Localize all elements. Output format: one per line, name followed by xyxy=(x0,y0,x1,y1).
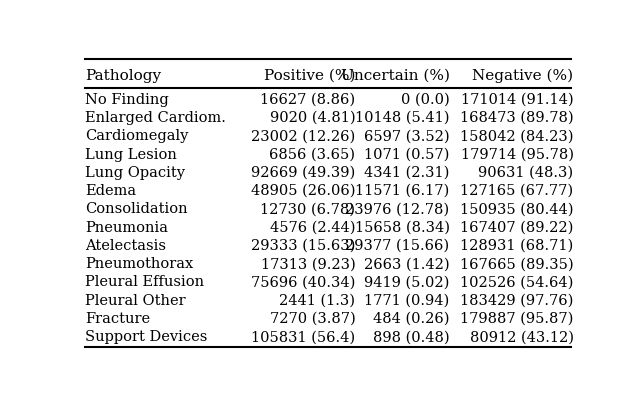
Text: Lung Lesion: Lung Lesion xyxy=(85,148,177,162)
Text: 167407 (89.22): 167407 (89.22) xyxy=(460,220,573,235)
Text: Pleural Other: Pleural Other xyxy=(85,294,186,308)
Text: 16627 (8.86): 16627 (8.86) xyxy=(260,93,355,107)
Text: 1071 (0.57): 1071 (0.57) xyxy=(364,148,449,162)
Text: 158042 (84.23): 158042 (84.23) xyxy=(460,129,573,143)
Text: 90631 (48.3): 90631 (48.3) xyxy=(478,166,573,180)
Text: 48905 (26.06): 48905 (26.06) xyxy=(251,184,355,198)
Text: 10148 (5.41): 10148 (5.41) xyxy=(355,111,449,125)
Text: 168473 (89.78): 168473 (89.78) xyxy=(460,111,573,125)
Text: 7270 (3.87): 7270 (3.87) xyxy=(269,312,355,326)
Text: 15658 (8.34): 15658 (8.34) xyxy=(355,220,449,235)
Text: 1771 (0.94): 1771 (0.94) xyxy=(364,294,449,308)
Text: 75696 (40.34): 75696 (40.34) xyxy=(251,275,355,290)
Text: 183429 (97.76): 183429 (97.76) xyxy=(460,294,573,308)
Text: 127165 (67.77): 127165 (67.77) xyxy=(460,184,573,198)
Text: 4341 (2.31): 4341 (2.31) xyxy=(364,166,449,180)
Text: No Finding: No Finding xyxy=(85,93,169,107)
Text: 11571 (6.17): 11571 (6.17) xyxy=(355,184,449,198)
Text: Cardiomegaly: Cardiomegaly xyxy=(85,129,188,143)
Text: 484 (0.26): 484 (0.26) xyxy=(373,312,449,326)
Text: 0 (0.0): 0 (0.0) xyxy=(401,93,449,107)
Text: 898 (0.48): 898 (0.48) xyxy=(373,330,449,344)
Text: 29377 (15.66): 29377 (15.66) xyxy=(346,239,449,253)
Text: Pneumothorax: Pneumothorax xyxy=(85,257,193,271)
Text: 102526 (54.64): 102526 (54.64) xyxy=(460,275,573,290)
Text: 105831 (56.4): 105831 (56.4) xyxy=(251,330,355,344)
Text: Edema: Edema xyxy=(85,184,136,198)
Text: Positive (%): Positive (%) xyxy=(264,69,355,83)
Text: 9020 (4.81): 9020 (4.81) xyxy=(269,111,355,125)
Text: 167665 (89.35): 167665 (89.35) xyxy=(460,257,573,271)
Text: Pathology: Pathology xyxy=(85,69,161,83)
Text: Enlarged Cardiom.: Enlarged Cardiom. xyxy=(85,111,226,125)
Text: 6597 (3.52): 6597 (3.52) xyxy=(364,129,449,143)
Text: Negative (%): Negative (%) xyxy=(472,69,573,83)
Text: 2441 (1.3): 2441 (1.3) xyxy=(279,294,355,308)
Text: Consolidation: Consolidation xyxy=(85,202,188,216)
Text: Pneumonia: Pneumonia xyxy=(85,220,168,235)
Text: 80912 (43.12): 80912 (43.12) xyxy=(470,330,573,344)
Text: Support Devices: Support Devices xyxy=(85,330,207,344)
Text: Uncertain (%): Uncertain (%) xyxy=(340,69,449,83)
Text: 150935 (80.44): 150935 (80.44) xyxy=(460,202,573,216)
Text: 29333 (15.63): 29333 (15.63) xyxy=(251,239,355,253)
Text: 179714 (95.78): 179714 (95.78) xyxy=(461,148,573,162)
Text: Atelectasis: Atelectasis xyxy=(85,239,166,253)
Text: 23976 (12.78): 23976 (12.78) xyxy=(346,202,449,216)
Text: 23002 (12.26): 23002 (12.26) xyxy=(251,129,355,143)
Text: 12730 (6.78): 12730 (6.78) xyxy=(260,202,355,216)
Text: 179887 (95.87): 179887 (95.87) xyxy=(460,312,573,326)
Text: Lung Opacity: Lung Opacity xyxy=(85,166,185,180)
Text: 171014 (91.14): 171014 (91.14) xyxy=(461,93,573,107)
Text: 17313 (9.23): 17313 (9.23) xyxy=(260,257,355,271)
Text: 4576 (2.44): 4576 (2.44) xyxy=(270,220,355,235)
Text: 9419 (5.02): 9419 (5.02) xyxy=(364,275,449,290)
Text: 92669 (49.39): 92669 (49.39) xyxy=(251,166,355,180)
Text: Pleural Effusion: Pleural Effusion xyxy=(85,275,204,290)
Text: 2663 (1.42): 2663 (1.42) xyxy=(364,257,449,271)
Text: 128931 (68.71): 128931 (68.71) xyxy=(460,239,573,253)
Text: Fracture: Fracture xyxy=(85,312,150,326)
Text: 6856 (3.65): 6856 (3.65) xyxy=(269,148,355,162)
